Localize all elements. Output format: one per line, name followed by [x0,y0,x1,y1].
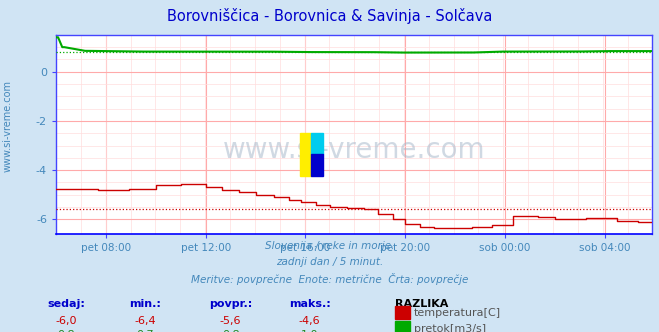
Text: zadnji dan / 5 minut.: zadnji dan / 5 minut. [276,257,383,267]
Text: Borovniščica - Borovnica & Savinja - Solčava: Borovniščica - Borovnica & Savinja - Sol… [167,8,492,24]
Text: maks.:: maks.: [289,299,331,309]
Text: 0,7: 0,7 [136,330,154,332]
Text: sedaj:: sedaj: [47,299,85,309]
Text: 0,8: 0,8 [222,330,239,332]
Text: www.si-vreme.com: www.si-vreme.com [3,80,13,172]
Text: -5,6: -5,6 [220,316,241,326]
Text: Slovenija / reke in morje.: Slovenija / reke in morje. [265,241,394,251]
Text: www.si-vreme.com: www.si-vreme.com [223,136,486,164]
Text: 1,0: 1,0 [301,330,318,332]
Text: temperatura[C]: temperatura[C] [414,308,501,318]
Text: pretok[m3/s]: pretok[m3/s] [414,324,486,332]
Text: povpr.:: povpr.: [209,299,252,309]
Text: 0,8: 0,8 [57,330,74,332]
Text: RAZLIKA: RAZLIKA [395,299,449,309]
Text: -4,6: -4,6 [299,316,320,326]
Text: min.:: min.: [129,299,161,309]
Text: -6,0: -6,0 [55,316,76,326]
Text: -6,4: -6,4 [134,316,156,326]
Text: Meritve: povprečne  Enote: metrične  Črta: povprečje: Meritve: povprečne Enote: metrične Črta:… [191,273,468,285]
